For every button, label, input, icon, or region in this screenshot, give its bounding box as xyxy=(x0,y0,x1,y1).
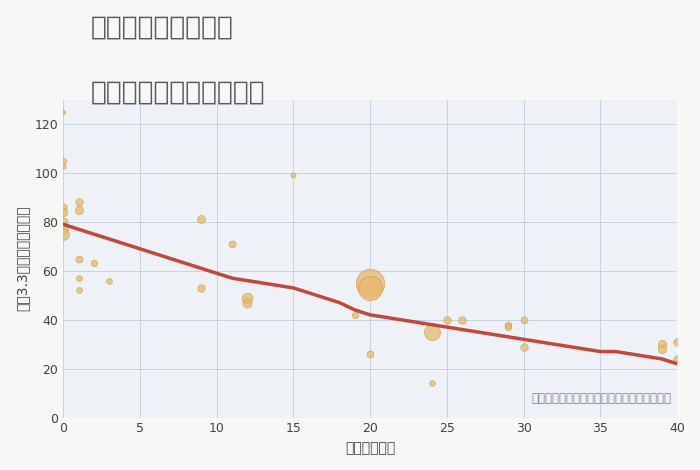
Point xyxy=(104,277,115,284)
Point xyxy=(426,328,438,336)
Point xyxy=(518,316,529,323)
Point xyxy=(656,345,667,353)
Point xyxy=(503,321,514,329)
Point xyxy=(365,279,376,287)
Text: 千葉県市原市平蔵の: 千葉県市原市平蔵の xyxy=(91,14,234,40)
Point xyxy=(241,294,253,301)
Point xyxy=(57,157,69,164)
Point xyxy=(57,218,69,226)
Point xyxy=(426,380,438,387)
X-axis label: 築年数（年）: 築年数（年） xyxy=(345,441,396,455)
Point xyxy=(73,206,84,213)
Text: 円の大きさは、取引のあった物件面積を示す: 円の大きさは、取引のあった物件面積を示す xyxy=(531,392,671,405)
Point xyxy=(456,316,468,323)
Point xyxy=(73,274,84,282)
Point xyxy=(73,255,84,262)
Point xyxy=(73,198,84,206)
Text: 築年数別中古戸建て価格: 築年数別中古戸建て価格 xyxy=(91,80,265,106)
Point xyxy=(241,299,253,306)
Point xyxy=(73,287,84,294)
Point xyxy=(288,172,299,179)
Point xyxy=(57,208,69,216)
Point xyxy=(57,108,69,116)
Point xyxy=(349,311,360,319)
Point xyxy=(57,230,69,238)
Point xyxy=(441,316,452,323)
Point xyxy=(57,204,69,211)
Point xyxy=(196,284,207,292)
Point xyxy=(196,216,207,223)
Point xyxy=(227,240,238,248)
Point xyxy=(365,284,376,292)
Point xyxy=(57,162,69,169)
Point xyxy=(365,350,376,358)
Point xyxy=(671,338,682,345)
Point xyxy=(671,355,682,363)
Point xyxy=(518,343,529,351)
Point xyxy=(656,340,667,348)
Point xyxy=(503,323,514,331)
Point xyxy=(57,226,69,233)
Y-axis label: 坪（3.3㎡）単価（万円）: 坪（3.3㎡）単価（万円） xyxy=(15,206,29,312)
Point xyxy=(88,260,99,267)
